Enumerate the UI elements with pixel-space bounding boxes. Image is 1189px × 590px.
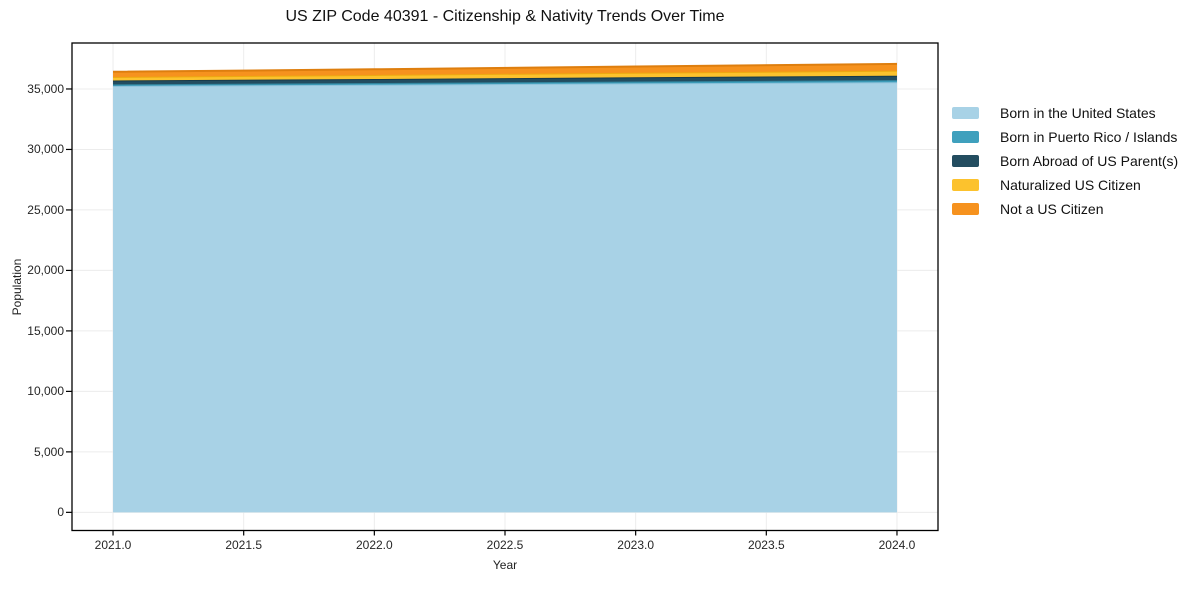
legend-swatch-icon [952, 131, 979, 143]
x-tick-label: 2021.0 [94, 538, 132, 552]
legend-label: Not a US Citizen [1000, 201, 1104, 217]
x-axis-label: Year [492, 558, 518, 572]
x-tick-label: 2023.0 [617, 538, 654, 552]
legend-swatch-icon [952, 155, 979, 167]
legend-item-naturalized-us-citizen[interactable]: Naturalized US Citizen [950, 173, 1178, 197]
legend-item-not-a-us-citizen[interactable]: Not a US Citizen [950, 197, 1178, 221]
x-tick-label: 2022.0 [355, 538, 393, 552]
legend-swatch-icon [952, 203, 979, 215]
x-tick-label: 2022.5 [486, 538, 524, 552]
legend-label: Born in the United States [1000, 105, 1156, 121]
legend: Born in the United States Born in Puerto … [950, 101, 1178, 221]
line-not-a-us-citizen [113, 62, 897, 73]
y-tick-label: 20,000 [27, 263, 64, 278]
legend-label: Naturalized US Citizen [1000, 177, 1141, 193]
legend-item-born-abroad-of-us-parent-s[interactable]: Born Abroad of US Parent(s) [950, 149, 1178, 173]
y-tick-label: 5,000 [33, 444, 64, 459]
y-tick-label: 30,000 [27, 142, 64, 157]
y-tick-label: 0 [57, 505, 64, 520]
chart-title: US ZIP Code 40391 - Citizenship & Nativi… [285, 8, 725, 25]
y-tick-label: 25,000 [27, 202, 64, 217]
x-tick-label: 2024.0 [878, 538, 916, 552]
legend-label: Born in Puerto Rico / Islands [1000, 129, 1178, 145]
legend-swatch-icon [952, 179, 979, 191]
legend-item-born-in-puerto-rico-islands[interactable]: Born in Puerto Rico / Islands [950, 125, 1178, 149]
y-tick-label: 35,000 [27, 81, 64, 96]
legend-item-born-in-the-united-states[interactable]: Born in the United States [950, 101, 1178, 125]
x-tick-label: 2021.5 [225, 538, 263, 552]
y-tick-label: 15,000 [27, 323, 64, 338]
x-tick-label: 2023.5 [747, 538, 785, 552]
legend-label: Born Abroad of US Parent(s) [1000, 153, 1179, 169]
area-born-in-the-united-states [113, 82, 897, 513]
area-not-a-us-citizen [113, 63, 897, 77]
y-tick-label: 10,000 [27, 384, 64, 399]
legend-swatch-icon [952, 107, 979, 119]
